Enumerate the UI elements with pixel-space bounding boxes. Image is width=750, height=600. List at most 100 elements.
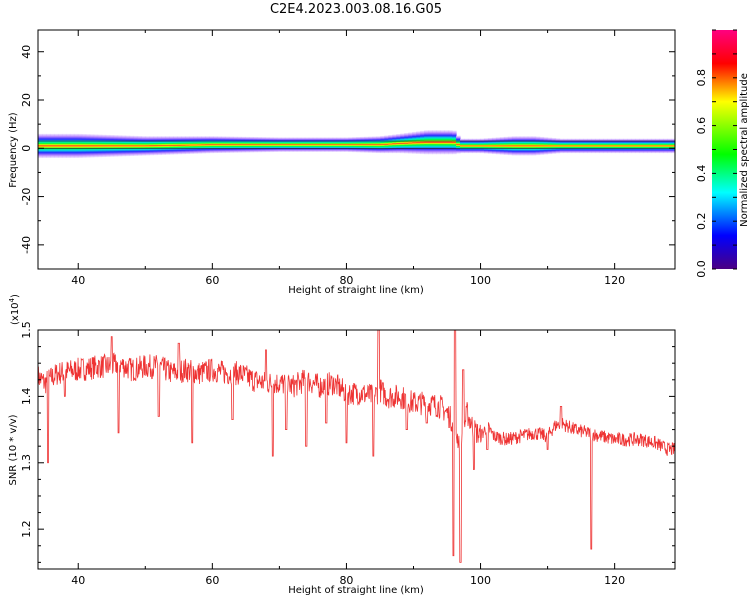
spectral-band-strip bbox=[344, 137, 350, 152]
colorbar-tick-label: 0.0 bbox=[695, 260, 708, 278]
spectral-band-strip bbox=[181, 136, 186, 155]
spectral-band-strip bbox=[591, 138, 596, 154]
spectral-band-strip bbox=[81, 134, 87, 158]
spectral-band-strip bbox=[352, 137, 358, 153]
spectral-band-strip bbox=[213, 136, 218, 154]
snr-y-axis-label: SNR (10 * v/v) bbox=[8, 414, 19, 485]
spectral-band-strip bbox=[571, 138, 577, 154]
spectral-band-strip bbox=[491, 137, 497, 155]
spectral-band-strip bbox=[539, 136, 545, 155]
spectral-band-strip bbox=[623, 138, 628, 154]
spectral-band-strip bbox=[519, 136, 525, 156]
spectral-band-strip bbox=[607, 138, 612, 154]
snr-y-ticks: 1.2 1.3 1.4 1.5 bbox=[20, 321, 675, 563]
spectral-band-strip bbox=[420, 130, 425, 155]
spectral-band-strip bbox=[41, 133, 47, 158]
spectral-band-strip bbox=[463, 138, 469, 154]
spectral-band-strip bbox=[340, 137, 346, 152]
spectral-band-strip bbox=[328, 137, 334, 152]
spectral-band-strip bbox=[85, 134, 91, 158]
spectrogram-x-tick-label: 120 bbox=[604, 274, 625, 287]
snr-y-tick-label: 1.3 bbox=[20, 454, 33, 472]
spectral-band-strip bbox=[260, 137, 266, 153]
spectral-band-strip bbox=[479, 138, 485, 154]
spectral-band-strip bbox=[408, 132, 413, 154]
colorbar: 0.0 0.2 0.4 0.6 0.8 Normalized spectral ampl… bbox=[695, 29, 750, 278]
spectrogram-y-tick-label: 20 bbox=[20, 93, 33, 107]
snr-y-tick-label: 1.4 bbox=[20, 388, 33, 406]
spectral-band-strip bbox=[456, 135, 461, 154]
spectral-band-strip bbox=[221, 136, 226, 153]
spectrogram-y-tick-label: 40 bbox=[20, 45, 33, 59]
spectral-band-strip bbox=[416, 131, 421, 154]
spectrogram-x-axis-label: Height of straight line (km) bbox=[288, 285, 424, 296]
spectral-band-strip bbox=[185, 136, 190, 155]
spectral-band-strip bbox=[288, 137, 294, 152]
spectral-band-strip bbox=[483, 138, 489, 154]
spectral-band bbox=[38, 130, 675, 158]
spectral-band-strip bbox=[229, 136, 234, 153]
snr-x-tick-label: 80 bbox=[339, 574, 353, 587]
spectral-band-strip bbox=[615, 138, 620, 154]
spectral-band-strip bbox=[109, 135, 115, 157]
spectral-band-strip bbox=[105, 134, 111, 157]
colorbar-tick-label: 0.8 bbox=[695, 69, 708, 87]
spectral-band-strip bbox=[643, 138, 648, 154]
spectral-band-strip bbox=[268, 137, 274, 153]
spectral-band-strip bbox=[264, 137, 270, 153]
snr-y-scale-base: (x10 bbox=[10, 302, 21, 325]
spectral-band-strip bbox=[205, 136, 210, 154]
spectral-band-strip bbox=[547, 137, 553, 155]
spectral-band-strip bbox=[225, 136, 230, 153]
spectral-band-strip bbox=[599, 138, 604, 154]
spectral-band-strip bbox=[475, 138, 481, 154]
spectrogram-frame bbox=[37, 29, 676, 270]
spectral-band-strip bbox=[527, 136, 533, 156]
spectral-band-strip bbox=[117, 135, 123, 157]
spectral-band-strip bbox=[360, 136, 366, 153]
spectral-band-strip bbox=[384, 135, 389, 154]
spectral-band-strip bbox=[627, 138, 632, 154]
spectral-band-strip bbox=[531, 136, 537, 156]
spectral-band-strip bbox=[125, 135, 131, 157]
snr-x-tick-label: 120 bbox=[604, 574, 625, 587]
spectral-band-strip bbox=[364, 136, 370, 153]
spectral-band-strip bbox=[77, 133, 83, 158]
spectral-band-strip bbox=[372, 136, 378, 153]
spectral-band-strip bbox=[400, 133, 405, 154]
snr-x-tick-label: 40 bbox=[71, 574, 85, 587]
spectral-band-strip bbox=[551, 137, 557, 154]
spectral-band-strip bbox=[635, 138, 640, 154]
spectrogram-x-ticks: 40 60 80 100 120 bbox=[71, 30, 625, 287]
spectral-band-strip bbox=[237, 136, 242, 153]
spectral-band-strip bbox=[252, 136, 258, 153]
spectral-band-strip bbox=[579, 138, 585, 154]
spectral-band-strip bbox=[631, 138, 636, 154]
spectral-band-strip bbox=[332, 137, 338, 152]
spectral-band-strip bbox=[376, 136, 381, 154]
spectral-band-strip bbox=[137, 136, 143, 156]
spectrogram-y-ticks: -40 -20 0 20 40 bbox=[20, 45, 675, 270]
spectral-band-strip bbox=[161, 136, 166, 155]
snr-x-ticks: 40 60 80 100 120 bbox=[71, 330, 625, 587]
colorbar-tick-label: 0.4 bbox=[695, 165, 708, 183]
spectral-band-strip bbox=[209, 136, 214, 154]
spectral-band-strip bbox=[300, 137, 306, 152]
spectral-band-strip bbox=[165, 136, 170, 155]
spectral-band-strip bbox=[555, 138, 561, 154]
spectral-band-strip bbox=[280, 137, 286, 152]
spectral-band-strip bbox=[133, 135, 139, 156]
spectral-band-strip bbox=[595, 138, 600, 154]
spectral-band-strip bbox=[428, 130, 433, 155]
colorbar-gradient bbox=[712, 30, 737, 269]
spectral-band-strip bbox=[471, 138, 477, 154]
spectral-band-strip bbox=[380, 135, 385, 154]
spectral-band-strip bbox=[563, 138, 569, 154]
spectral-band-strip bbox=[49, 133, 55, 158]
spectrogram-panel: 40 60 80 100 120 -40 -20 0 20 40 Height of strai… bbox=[8, 29, 676, 296]
colorbar-tick-label: 0.2 bbox=[695, 212, 708, 230]
spectral-band-strip bbox=[93, 134, 99, 158]
spectral-band-strip bbox=[587, 138, 592, 154]
spectral-band-strip bbox=[452, 130, 457, 155]
spectral-band-strip bbox=[292, 137, 298, 152]
